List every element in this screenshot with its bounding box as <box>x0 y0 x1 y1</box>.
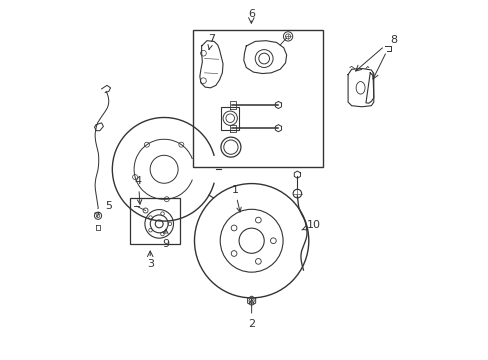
Text: 8: 8 <box>389 35 397 45</box>
Text: 3: 3 <box>146 259 153 269</box>
Bar <box>192 30 323 167</box>
Text: 10: 10 <box>301 220 321 230</box>
Text: 7: 7 <box>207 34 215 50</box>
Text: 6: 6 <box>247 9 254 19</box>
Text: 1: 1 <box>231 185 241 212</box>
Bar <box>130 198 180 244</box>
Text: 2: 2 <box>247 299 255 329</box>
Text: 5: 5 <box>94 201 112 217</box>
Text: 4: 4 <box>135 176 142 204</box>
Text: 9: 9 <box>162 229 169 249</box>
Bar <box>221 107 239 130</box>
